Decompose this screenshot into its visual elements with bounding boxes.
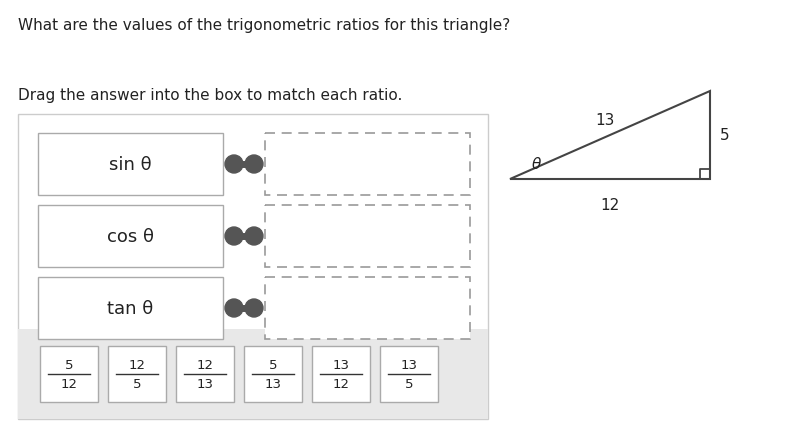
Text: 5: 5 [65, 358, 74, 371]
Text: 13: 13 [595, 113, 614, 128]
Text: Drag the answer into the box to match each ratio.: Drag the answer into the box to match ea… [18, 88, 402, 103]
Bar [380, 346, 438, 402]
Bar [265, 206, 470, 267]
Text: 5: 5 [269, 358, 278, 371]
Text: 13: 13 [401, 358, 418, 371]
Text: 12: 12 [61, 377, 78, 390]
Text: tan θ: tan θ [107, 299, 154, 317]
Text: 5: 5 [720, 128, 730, 143]
Text: 13: 13 [333, 358, 350, 371]
Bar [38, 277, 223, 339]
Bar [265, 134, 470, 196]
Bar [18, 115, 488, 419]
Text: 13: 13 [197, 377, 214, 390]
Bar [244, 346, 302, 402]
Text: θ: θ [532, 157, 542, 171]
Text: 12: 12 [333, 377, 350, 390]
Bar [265, 277, 470, 339]
Bar [40, 346, 98, 402]
Bar [176, 346, 234, 402]
Bar [108, 346, 166, 402]
Circle shape [225, 156, 243, 174]
Text: 12: 12 [197, 358, 214, 371]
Circle shape [245, 156, 263, 174]
Circle shape [225, 227, 243, 246]
Circle shape [245, 299, 263, 317]
Polygon shape [171, 317, 195, 329]
Bar [38, 206, 223, 267]
Text: What are the values of the trigonometric ratios for this triangle?: What are the values of the trigonometric… [18, 18, 510, 33]
Text: 12: 12 [129, 358, 146, 371]
Text: 12: 12 [600, 197, 620, 213]
Text: 13: 13 [265, 377, 282, 390]
Text: sin θ: sin θ [109, 156, 152, 174]
Text: 5: 5 [133, 377, 142, 390]
Text: cos θ: cos θ [107, 227, 154, 246]
Circle shape [225, 299, 243, 317]
Bar [38, 134, 223, 196]
Circle shape [245, 227, 263, 246]
Text: 5: 5 [405, 377, 414, 390]
Bar [312, 346, 370, 402]
Bar [18, 329, 488, 419]
